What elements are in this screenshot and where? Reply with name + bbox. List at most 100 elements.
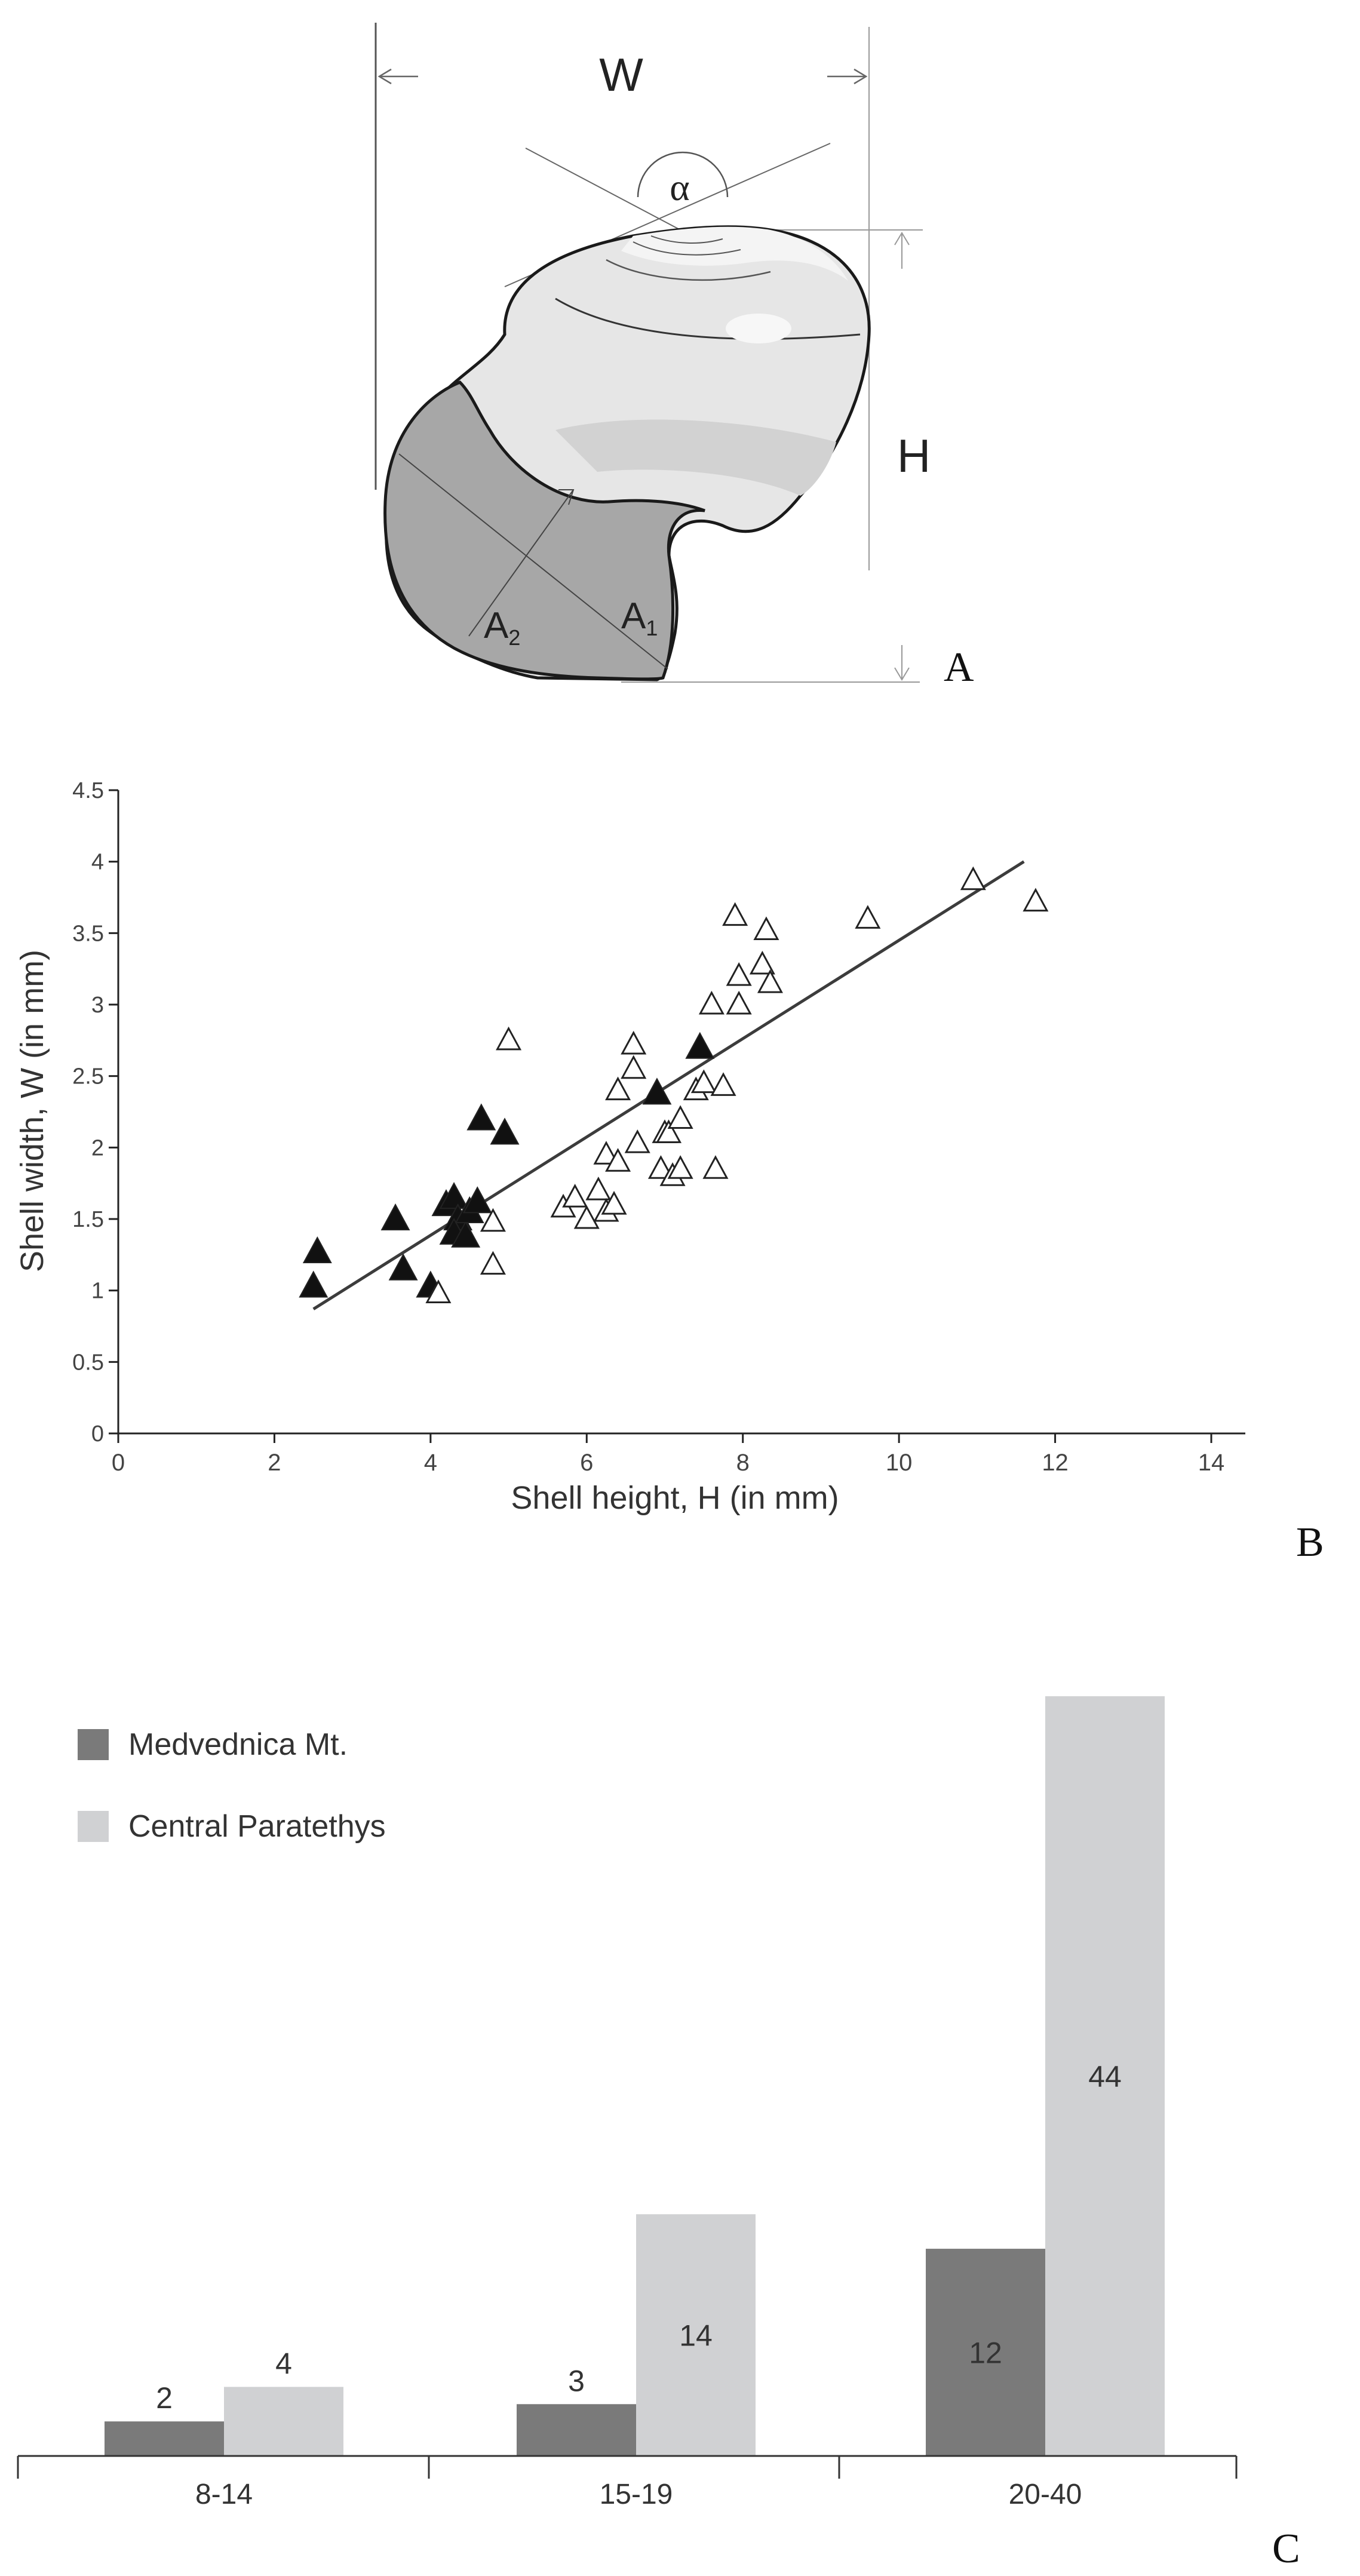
bar-data-label: 2: [156, 2381, 173, 2415]
scatter-point-open: [698, 990, 724, 1015]
legend-label-central-paratethys: Central Paratethys: [128, 1809, 386, 1844]
scatter-x-tick-label: 0: [112, 1450, 125, 1476]
scatter-x-tick-label: 8: [736, 1450, 750, 1476]
aperture-width-line: [468, 489, 574, 637]
legend-label-medvednica: Medvednica Mt.: [128, 1727, 348, 1762]
scatter-x-tick-label: 10: [886, 1450, 913, 1476]
scatter-point-open: [562, 1183, 588, 1208]
bar-medvednica: [926, 2249, 1045, 2456]
aperture-2-label: A2: [484, 605, 520, 650]
bar-data-label: 3: [568, 2364, 585, 2397]
apex-angle-arc: [637, 151, 729, 198]
bar-data-label: 12: [969, 2336, 1002, 2370]
scatter-points: [299, 866, 1049, 1303]
scatter-x-tick-label: 12: [1042, 1450, 1069, 1476]
scatter-y-axis-title: Shell width, W (in mm): [14, 950, 50, 1272]
bar-data-label: 14: [679, 2319, 713, 2353]
scatter-x-tick-label: 14: [1198, 1450, 1225, 1476]
scatter-point-open: [593, 1141, 619, 1165]
shell-shading: [555, 419, 836, 496]
scatter-point-filled: [490, 1117, 520, 1145]
scatter-y-tick-label: 4.5: [72, 778, 104, 803]
scatter-y-tick-label: 1.5: [72, 1207, 104, 1232]
scatter-point-open: [621, 1030, 647, 1055]
angle-label: α: [670, 166, 690, 208]
height-arrowhead-bottom: [894, 667, 910, 681]
scatter-point-open: [960, 866, 986, 891]
scatter-point-open: [425, 1279, 452, 1303]
bar-medvednica: [517, 2404, 636, 2456]
scatter-y-ticks: 0 0.5 1 1.5 2 2.5 3 3.5 4 4.5: [72, 778, 118, 1447]
panel-c-letter: C: [1272, 2526, 1300, 2572]
scatter-point-open: [855, 905, 881, 929]
scatter-trend-line: [312, 860, 1025, 1310]
scatter-point-open: [585, 1176, 612, 1201]
scatter-point-open: [480, 1251, 506, 1275]
bar-chart: Medvednica Mt. Central Paratethys 2 4 3 14 1…: [17, 1696, 1238, 2510]
bar-chart-bars: [105, 1696, 1165, 2456]
scatter-point-open: [749, 950, 775, 975]
shell-whorl-2: [633, 241, 741, 256]
bar-data-label: 4: [275, 2347, 292, 2380]
scatter-point-filled: [439, 1182, 469, 1209]
scatter-point-filled: [388, 1253, 418, 1281]
scatter-point-filled: [462, 1186, 492, 1214]
bar-chart-data-labels: 2 4 3 14 12 44: [156, 2060, 1122, 2415]
scatter-x-axis-title: Shell height, H (in mm): [511, 1480, 839, 1516]
scatter-point-open: [480, 1208, 506, 1232]
scatter-y-tick-label: 3.5: [72, 921, 104, 946]
scatter-x-ticks: 0 2 4 6 8 10 12 14: [112, 1433, 1224, 1476]
panel-b-letter: B: [1296, 1519, 1324, 1565]
scatter-point-open: [1023, 888, 1049, 912]
scatter-point-open: [667, 1105, 693, 1129]
scatter-point-open: [710, 1072, 736, 1096]
aperture-length-line: [398, 453, 668, 670]
scatter-y-tick-label: 4: [91, 850, 104, 875]
scatter-point-open: [667, 1155, 693, 1179]
scatter-point-filled: [380, 1203, 410, 1230]
scatter-point-open: [624, 1129, 650, 1153]
scatter-point-open: [605, 1076, 631, 1101]
scatter-x-tick-label: 6: [580, 1450, 593, 1476]
scatter-point-open: [601, 1190, 627, 1215]
scatter-point-filled: [466, 1103, 496, 1131]
scatter-point-filled: [302, 1236, 332, 1264]
scatter-point-open: [757, 969, 783, 993]
scatter-point-open: [621, 1055, 647, 1079]
width-arrowhead-right: [854, 68, 868, 85]
scatter-point-open: [496, 1026, 522, 1051]
scatter-y-tick-label: 2: [91, 1135, 104, 1160]
scatter-point-open: [573, 1205, 600, 1229]
legend-swatch-central-paratethys: [78, 1811, 109, 1842]
bar-medvednica: [105, 2421, 224, 2456]
scatter-point-open: [722, 902, 748, 926]
bar-data-label: 44: [1088, 2060, 1122, 2093]
shell-whorl-1: [606, 259, 771, 281]
width-label: W: [599, 48, 643, 101]
scatter-x-tick-label: 2: [268, 1450, 281, 1476]
height-arrowhead-top: [894, 232, 910, 245]
panel-a-letter: A: [944, 644, 974, 690]
scatter-point-open: [726, 990, 752, 1015]
bar-central-paratethys: [1045, 1696, 1165, 2456]
scatter-point-filled: [685, 1031, 715, 1059]
scatter-point-filled: [642, 1077, 672, 1105]
shell-suture-line: [555, 297, 861, 340]
aperture-1-label: A1: [621, 595, 658, 640]
scatter-point-open: [690, 1069, 717, 1094]
scatter-point-filled: [299, 1270, 329, 1298]
bar-central-paratethys: [636, 2214, 756, 2456]
scatter-point-open: [726, 962, 752, 986]
shell-whorl-3: [650, 235, 723, 244]
scatter-y-tick-label: 0.5: [72, 1350, 104, 1375]
scatter-y-tick-label: 3: [91, 993, 104, 1018]
scatter-y-tick-label: 1: [91, 1279, 104, 1304]
shell-apex-highlight: [621, 226, 848, 281]
bar-chart-x-ticks: 8-14 15-19 20-40: [17, 2456, 1238, 2510]
bar-chart-category-label: 20-40: [1009, 2479, 1082, 2510]
shell-diagram: W α H A2 A1: [374, 23, 931, 683]
shell-highlight: [726, 314, 791, 343]
width-arrowhead-left: [377, 68, 392, 85]
scatter-x-tick-label: 4: [424, 1450, 437, 1476]
